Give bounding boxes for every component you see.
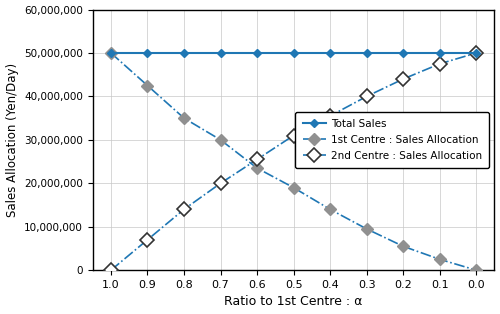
Legend: Total Sales, 1st Centre : Sales Allocation, 2nd Centre : Sales Allocation: Total Sales, 1st Centre : Sales Allocati…	[296, 112, 489, 168]
1st Centre : Sales Allocation: (0.7, 3e+07): Sales Allocation: (0.7, 3e+07)	[218, 138, 224, 142]
1st Centre : Sales Allocation: (0.8, 3.5e+07): Sales Allocation: (0.8, 3.5e+07)	[181, 116, 187, 120]
1st Centre : Sales Allocation: (0.4, 1.4e+07): Sales Allocation: (0.4, 1.4e+07)	[327, 208, 333, 211]
1st Centre : Sales Allocation: (0, 0): Sales Allocation: (0, 0)	[473, 268, 479, 272]
2nd Centre : Sales Allocation: (0.8, 1.4e+07): Sales Allocation: (0.8, 1.4e+07)	[181, 208, 187, 211]
1st Centre : Sales Allocation: (0.5, 1.9e+07): Sales Allocation: (0.5, 1.9e+07)	[290, 186, 296, 190]
1st Centre : Sales Allocation: (0.6, 2.35e+07): Sales Allocation: (0.6, 2.35e+07)	[254, 166, 260, 170]
2nd Centre : Sales Allocation: (0.2, 4.4e+07): Sales Allocation: (0.2, 4.4e+07)	[400, 77, 406, 81]
Line: 2nd Centre : Sales Allocation: 2nd Centre : Sales Allocation	[106, 48, 481, 275]
2nd Centre : Sales Allocation: (0.3, 4e+07): Sales Allocation: (0.3, 4e+07)	[364, 95, 370, 98]
Total Sales	[144, 51, 150, 55]
2nd Centre : Sales Allocation: (0.5, 3.1e+07): Sales Allocation: (0.5, 3.1e+07)	[290, 134, 296, 138]
Total Sales	[254, 51, 260, 55]
Total Sales	[181, 51, 187, 55]
Total Sales	[400, 51, 406, 55]
1st Centre : Sales Allocation: (0.2, 5.5e+06): Sales Allocation: (0.2, 5.5e+06)	[400, 244, 406, 248]
2nd Centre : Sales Allocation: (0.9, 7e+06): Sales Allocation: (0.9, 7e+06)	[144, 238, 150, 242]
Total Sales	[473, 51, 479, 55]
2nd Centre : Sales Allocation: (0, 5e+07): Sales Allocation: (0, 5e+07)	[473, 51, 479, 55]
2nd Centre : Sales Allocation: (0.6, 2.55e+07): Sales Allocation: (0.6, 2.55e+07)	[254, 158, 260, 161]
2nd Centre : Sales Allocation: (1, 0): Sales Allocation: (1, 0)	[108, 268, 114, 272]
2nd Centre : Sales Allocation: (0.4, 3.55e+07): Sales Allocation: (0.4, 3.55e+07)	[327, 114, 333, 118]
Total Sales	[290, 51, 296, 55]
X-axis label: Ratio to 1st Centre : α: Ratio to 1st Centre : α	[224, 295, 363, 308]
2nd Centre : Sales Allocation: (0.1, 4.75e+07): Sales Allocation: (0.1, 4.75e+07)	[436, 62, 442, 66]
1st Centre : Sales Allocation: (1, 5e+07): Sales Allocation: (1, 5e+07)	[108, 51, 114, 55]
Line: Total Sales: Total Sales	[108, 50, 479, 56]
Total Sales	[218, 51, 224, 55]
Total Sales	[327, 51, 333, 55]
Line: 1st Centre : Sales Allocation: 1st Centre : Sales Allocation	[107, 49, 480, 274]
1st Centre : Sales Allocation: (0.1, 2.5e+06): Sales Allocation: (0.1, 2.5e+06)	[436, 257, 442, 261]
2nd Centre : Sales Allocation: (0.7, 2e+07): Sales Allocation: (0.7, 2e+07)	[218, 181, 224, 185]
Y-axis label: Sales Allocation (Yen/Day): Sales Allocation (Yen/Day)	[6, 63, 18, 217]
Total Sales	[108, 51, 114, 55]
1st Centre : Sales Allocation: (0.9, 4.25e+07): Sales Allocation: (0.9, 4.25e+07)	[144, 84, 150, 88]
Total Sales	[364, 51, 370, 55]
Total Sales	[436, 51, 442, 55]
1st Centre : Sales Allocation: (0.3, 9.5e+06): Sales Allocation: (0.3, 9.5e+06)	[364, 227, 370, 231]
